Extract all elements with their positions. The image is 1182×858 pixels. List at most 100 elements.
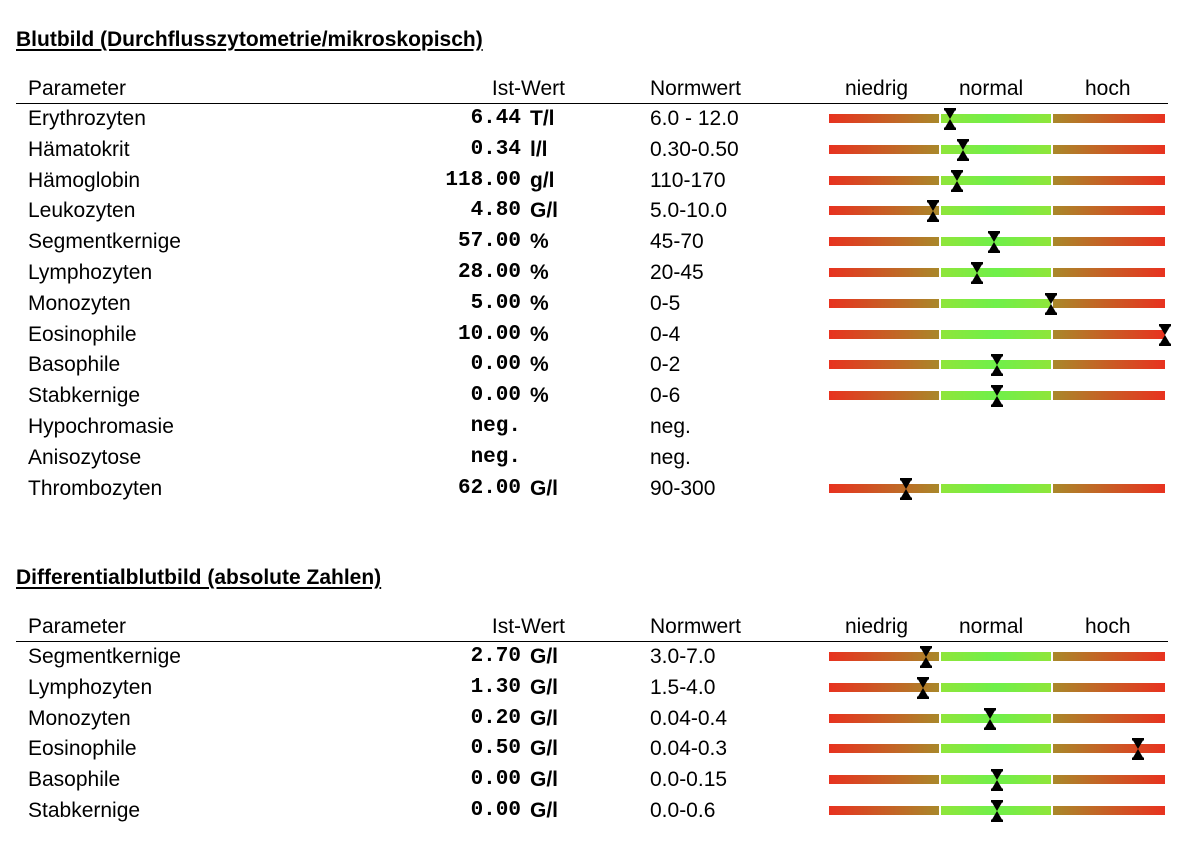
table-row: Stabkernige 0.00% 0-6 [16, 381, 1168, 412]
table-row: Hämoglobin 118.00 g/l 110-170 [16, 166, 1168, 197]
normwert: 0-6 [650, 384, 681, 408]
gauge-normal-segment [941, 206, 1051, 216]
gauge-low-segment [829, 713, 939, 723]
parameter-name: Segmentkernige [28, 230, 181, 254]
ist-wert-value: 5.00 [470, 291, 521, 315]
header-parameter: Parameter [28, 615, 127, 638]
parameter-name: Erythrozyten [28, 107, 146, 130]
range-gauge [829, 646, 1165, 668]
parameter-name: Thrombozyten [28, 476, 163, 500]
normwert: 0-2 [650, 353, 681, 377]
ist-wert-unit: G/l [530, 476, 559, 500]
gauge-low-segment [829, 775, 939, 785]
header-parameter: Parameter [28, 77, 127, 100]
ist-wert-value: 4.80 [470, 199, 521, 223]
ist-wert-unit: G/l [530, 706, 559, 730]
gauge-low-segment [829, 483, 939, 493]
ist-wert-value: 57.00 [457, 230, 521, 254]
gauge-high-segment [1053, 237, 1165, 247]
gauge-normal-segment [941, 713, 1051, 723]
gauge-normal-segment [941, 144, 1051, 154]
range-gauge [829, 385, 1165, 408]
header-hoch: hoch [1085, 77, 1131, 100]
range-gauge [829, 707, 1165, 730]
gauge-normal-segment [941, 237, 1051, 247]
ist-wert-value: 62.00 [457, 476, 521, 500]
ist-wert-value: 0.00 [470, 353, 521, 377]
gauge-low-segment [829, 298, 939, 308]
gauge-low-segment [829, 114, 939, 123]
normwert: 110-170 [650, 168, 726, 192]
range-gauge [829, 292, 1165, 315]
table-header: Parameter Ist-Wert Normwert niedrig normal ho… [16, 611, 1168, 642]
ist-wert-unit: G/l [530, 645, 559, 668]
parameter-name: Hämoglobin [28, 168, 141, 192]
normwert: 20-45 [650, 260, 704, 284]
gauge-high-segment [1053, 267, 1165, 277]
parameter-name: Eosinophile [28, 322, 137, 346]
normwert: 45-70 [650, 230, 704, 254]
ist-wert-value: 0.20 [470, 706, 521, 730]
differentialblutbild-section: Differentialblutbild (absolute Zahlen) Pa… [16, 564, 1168, 827]
parameter-name: Basophile [28, 768, 121, 792]
table-row: Monozyten 0.20 G/l 0.04-0.4 [16, 704, 1168, 735]
ist-wert-value: neg. [470, 445, 521, 469]
header-normal: normal [959, 615, 1024, 638]
table-row: Stabkernige 0.00 G/l 0.0-0.6 [16, 796, 1168, 827]
header-normwert: Normwert [650, 615, 742, 638]
range-gauge [829, 169, 1165, 192]
ist-wert-unit: % [530, 384, 549, 408]
ist-wert-unit: T/l [530, 107, 555, 130]
range-gauge [829, 200, 1165, 223]
ist-wert-unit: G/l [530, 199, 559, 223]
parameter-name: Anisozytose [28, 445, 142, 469]
gauge-high-segment [1053, 483, 1165, 493]
parameter-name: Monozyten [28, 706, 131, 730]
ist-wert-unit: G/l [530, 737, 559, 761]
normwert: 0.0-0.6 [650, 798, 716, 822]
ist-wert-unit: % [530, 291, 549, 315]
hourglass-marker-icon [1159, 323, 1171, 346]
gauge-normal-segment [941, 360, 1051, 370]
range-gauge [829, 231, 1165, 254]
hourglass-marker-icon [1132, 738, 1145, 761]
gauge-low-segment [829, 805, 939, 815]
hourglass-marker-icon [987, 231, 1000, 254]
normwert: 0.04-0.4 [650, 706, 728, 730]
section-title: Blutbild (Durchflusszytometrie/mikroskop… [16, 28, 483, 51]
ist-wert-unit: G/l [530, 768, 559, 792]
normwert: neg. [650, 445, 691, 469]
header-normal: normal [959, 77, 1024, 100]
ist-wert-value: 1.30 [470, 675, 521, 699]
table-row: Basophile 0.00% 0-2 [16, 350, 1168, 381]
normwert: 90-300 [650, 476, 716, 500]
header-hoch: hoch [1085, 615, 1131, 638]
gauge-low-segment [829, 391, 939, 401]
hourglass-marker-icon [991, 354, 1003, 377]
range-gauge [829, 738, 1165, 761]
table-row: Lymphozyten 1.30 G/l 1.5-4.0 [16, 673, 1168, 704]
parameter-name: Lymphozyten [28, 260, 153, 284]
normwert: 0.0-0.15 [650, 768, 728, 792]
ist-wert-value: 118.00 [445, 168, 521, 192]
header-niedrig: niedrig [845, 615, 909, 638]
gauge-low-segment [829, 267, 939, 277]
parameter-name: Lymphozyten [28, 675, 153, 699]
header-ist-wert: Ist-Wert [491, 77, 565, 100]
gauge-high-segment [1053, 114, 1165, 123]
gauge-high-segment [1053, 360, 1165, 370]
hourglass-marker-icon [943, 108, 956, 130]
gauge-normal-segment [941, 391, 1051, 401]
gauge-high-segment [1053, 805, 1165, 815]
normwert: neg. [650, 414, 691, 438]
hourglass-marker-icon [991, 385, 1003, 408]
normwert: 6.0 - 12.0 [650, 107, 739, 130]
parameter-name: Hypochromasie [28, 414, 174, 438]
blutbild-section: Blutbild (Durchflusszytometrie/mikroskop… [16, 26, 1171, 504]
parameter-name: Stabkernige [28, 798, 141, 822]
gauge-normal-segment [941, 114, 1051, 123]
table-row: Hämatokrit 0.34 l/l 0.30-0.50 [16, 135, 1168, 166]
parameter-name: Leukozyten [28, 199, 136, 223]
table-row: Eosinophile 10.00% 0-4 [16, 320, 1171, 351]
normwert: 0-5 [650, 291, 681, 315]
